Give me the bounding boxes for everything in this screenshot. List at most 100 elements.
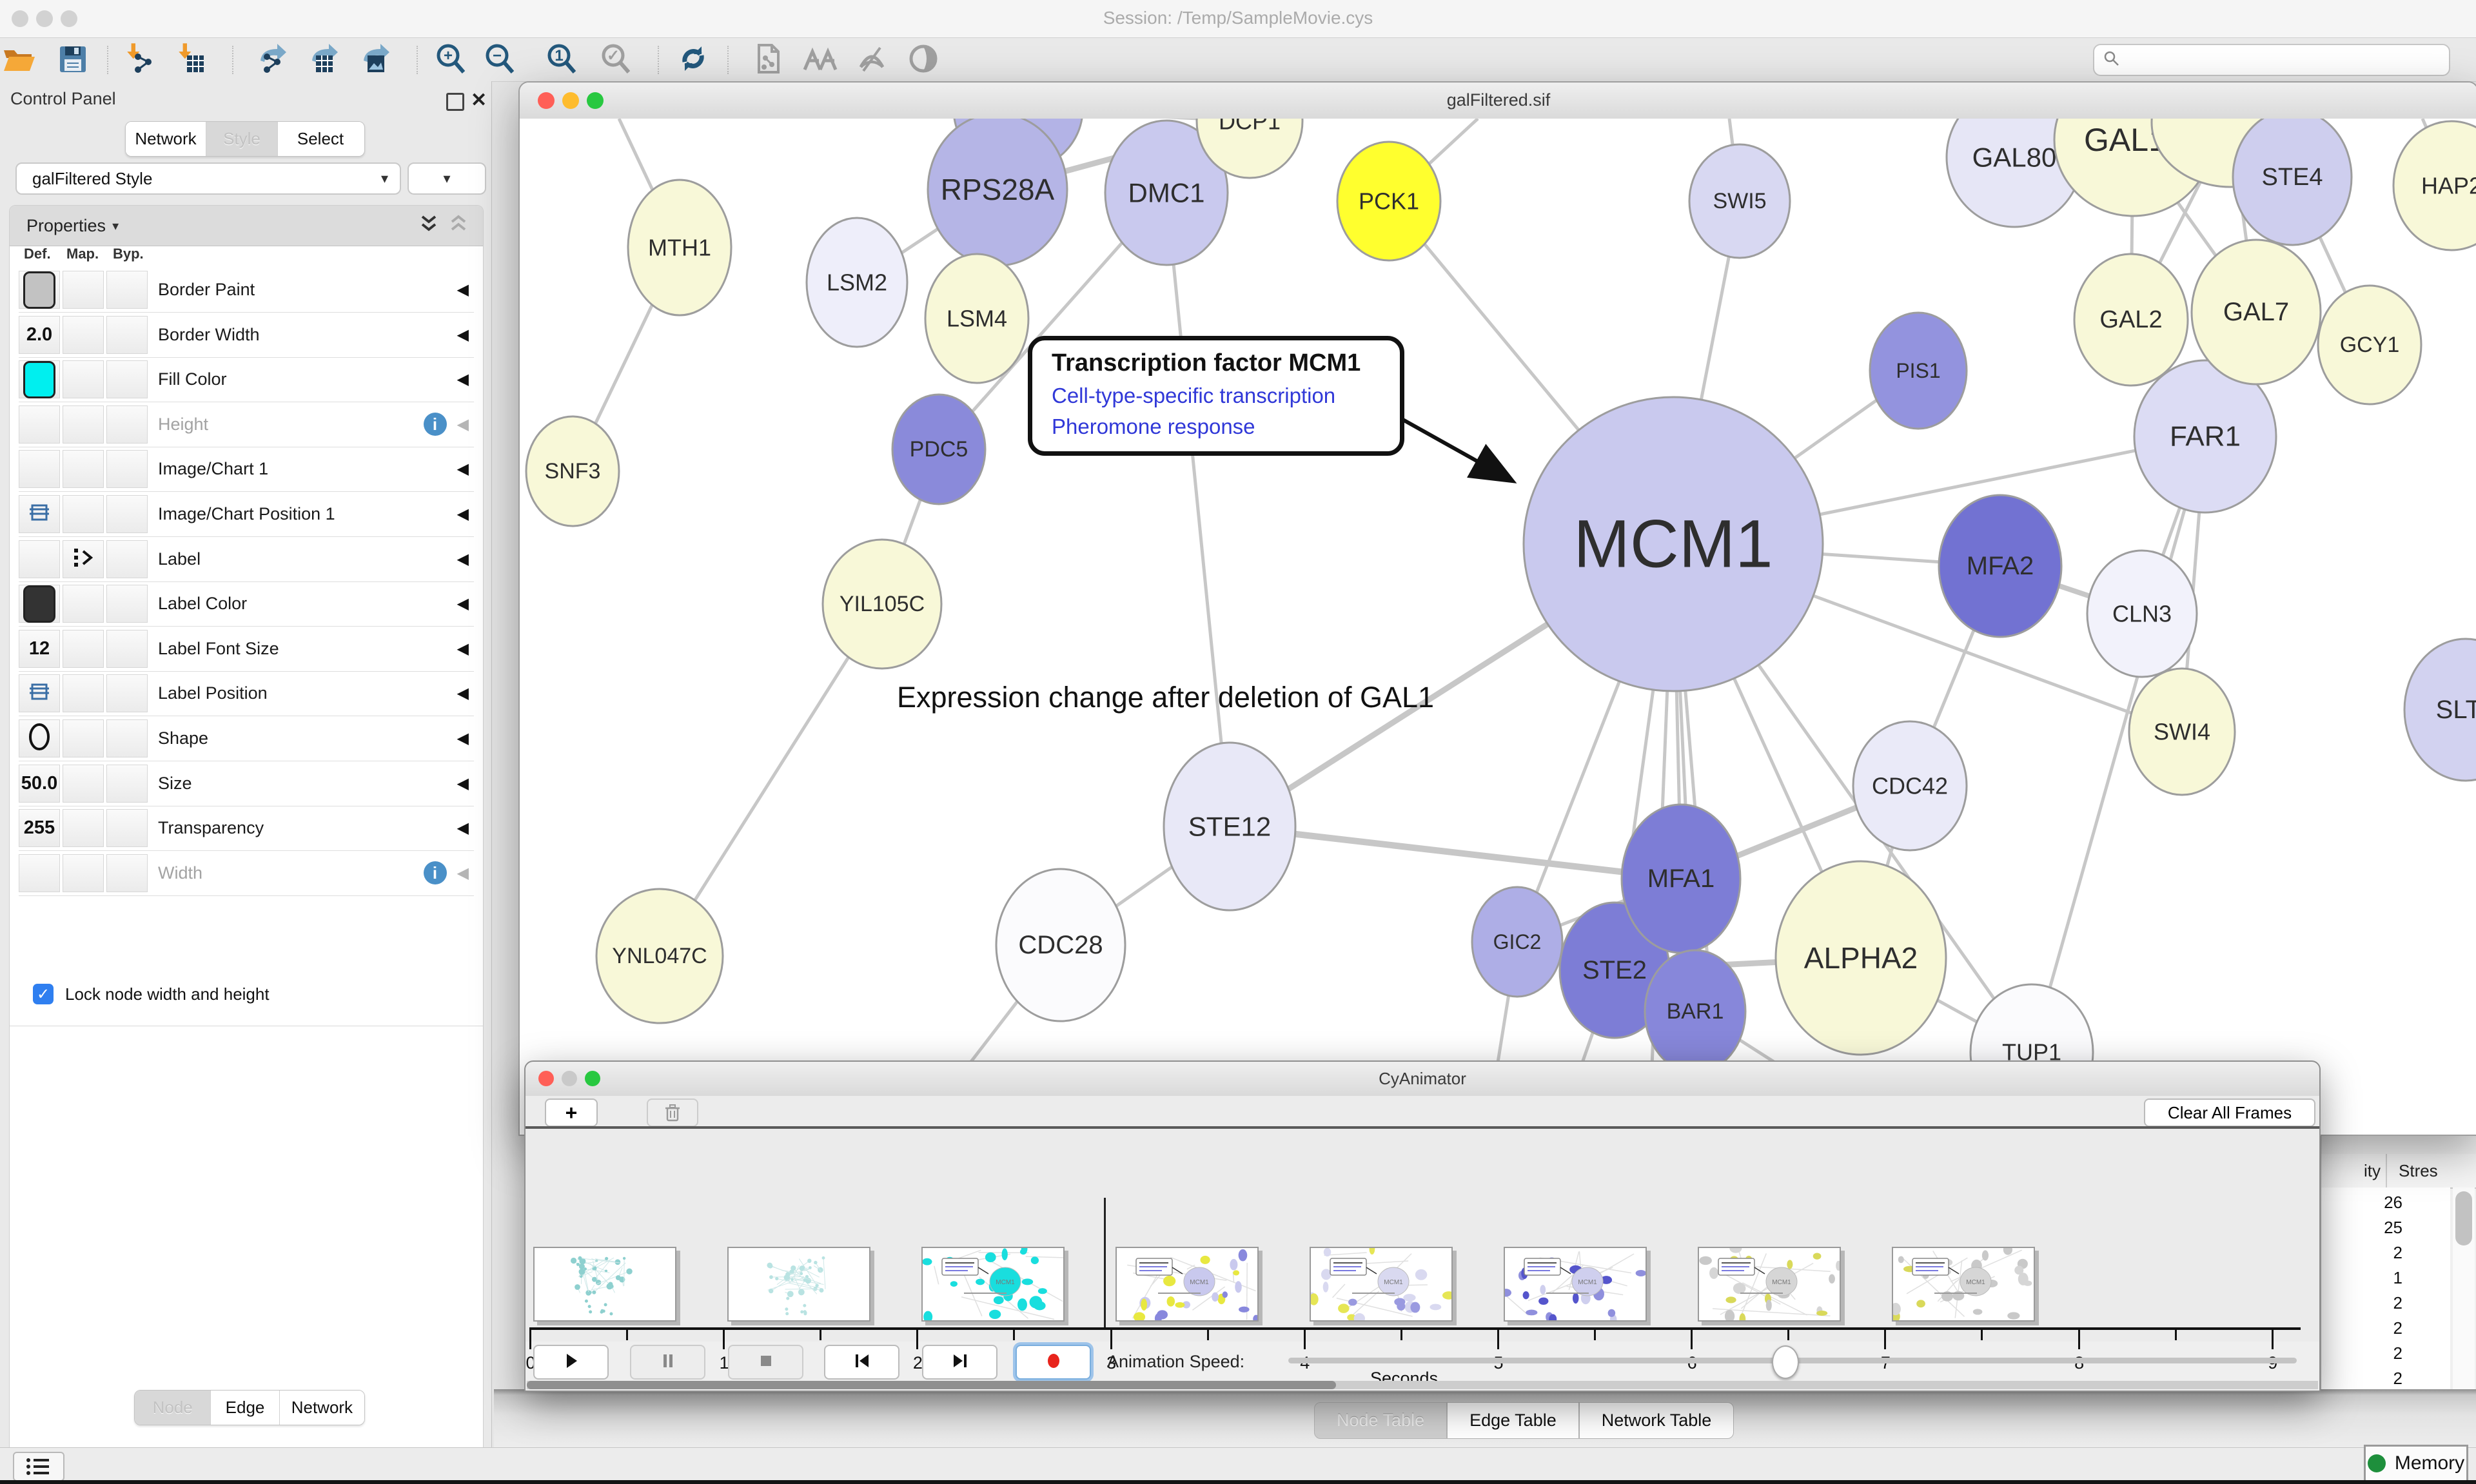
expand-property-icon[interactable]: ◀ — [457, 639, 469, 658]
network-node-ALPHA2[interactable]: ALPHA2 — [1774, 860, 1947, 1056]
property-cell[interactable] — [106, 540, 148, 578]
network-node-SWI4[interactable]: SWI4 — [2128, 667, 2236, 796]
scrollbar-thumb[interactable] — [2455, 1191, 2472, 1245]
network-node-MFA2[interactable]: MFA2 — [1938, 494, 2063, 638]
network-canvas[interactable]: RPS28A DMC1 DCP1 PCK1 MTH1 LSM2 LSM4 SNF3 PDC5 YI… — [520, 119, 2476, 1133]
style-selector[interactable]: galFiltered Style ▾ — [15, 162, 401, 195]
network-node-GAL2[interactable]: GAL2 — [2073, 253, 2189, 387]
network-window-titlebar[interactable]: galFiltered.sif — [520, 83, 2476, 119]
network-node-CDC28[interactable]: CDC28 — [995, 868, 1126, 1022]
import-network-button[interactable] — [120, 43, 161, 77]
network-node-MFA1[interactable]: MFA1 — [1620, 803, 1742, 954]
property-cell[interactable] — [19, 495, 60, 533]
column-stress[interactable]: Stres — [2399, 1160, 2438, 1180]
network-node-PIS1[interactable]: PIS1 — [1869, 311, 1968, 430]
tab-network[interactable]: Network — [126, 122, 206, 156]
network-node-CDC42[interactable]: CDC42 — [1852, 720, 1968, 852]
property-cell[interactable] — [63, 854, 104, 892]
speed-slider-knob[interactable] — [1772, 1345, 1799, 1379]
contrast-button[interactable] — [903, 43, 944, 77]
expand-property-icon[interactable]: ◀ — [457, 819, 469, 837]
expand-property-icon[interactable]: ◀ — [457, 460, 469, 478]
close-traffic-light-icon[interactable] — [12, 10, 28, 27]
zoom-traffic-light-icon[interactable] — [587, 92, 604, 109]
property-cell[interactable] — [106, 629, 148, 668]
expand-property-icon[interactable]: ◀ — [457, 371, 469, 389]
close-panel-icon[interactable]: ✕ — [471, 90, 487, 111]
annotation-link-2[interactable]: Pheromone response — [1052, 415, 1255, 438]
network-node-HAP2[interactable]: HAP2 — [2392, 120, 2476, 251]
search-input[interactable] — [2127, 49, 2449, 71]
table-cell-centrality[interactable]: 2 — [2393, 1293, 2402, 1313]
pause-button[interactable] — [630, 1345, 705, 1380]
property-cell[interactable]: 12 — [19, 629, 60, 668]
property-cell[interactable] — [63, 360, 104, 399]
record-button[interactable] — [1016, 1345, 1091, 1380]
expand-all-icon[interactable] — [416, 213, 442, 239]
lock-size-checkbox[interactable]: ✓ — [33, 984, 54, 1004]
column-centrality[interactable]: ity — [2321, 1154, 2387, 1187]
network-node-RPS28A[interactable]: RPS28A — [927, 119, 1068, 267]
property-cell[interactable] — [19, 674, 60, 713]
property-row[interactable]: 50.0 Size ◀ — [19, 761, 474, 806]
tab-edge[interactable]: Edge — [211, 1391, 280, 1425]
tab-style[interactable]: Style — [206, 122, 278, 156]
table-cell-centrality[interactable]: 1 — [2393, 1268, 2402, 1287]
property-row[interactable]: Label Color ◀ — [19, 581, 474, 627]
property-cell[interactable] — [63, 315, 104, 354]
network-node-GIC2[interactable]: GIC2 — [1471, 886, 1564, 998]
expand-property-icon[interactable]: ◀ — [457, 730, 469, 747]
property-row[interactable]: 2.0 Border Width ◀ — [19, 313, 474, 358]
network-node-LSM4[interactable]: LSM4 — [924, 253, 1030, 384]
animation-frame-3[interactable]: MCM1 — [921, 1243, 1065, 1323]
property-cell[interactable] — [63, 585, 104, 623]
property-cell[interactable] — [106, 315, 148, 354]
expand-property-icon[interactable]: ◀ — [457, 326, 469, 344]
play-button[interactable] — [533, 1345, 609, 1380]
minimize-traffic-light-icon[interactable] — [36, 10, 53, 27]
search-field[interactable] — [2093, 44, 2450, 76]
property-row[interactable]: 255 Transparency ◀ — [19, 806, 474, 852]
property-cell[interactable] — [106, 405, 148, 444]
property-cell[interactable] — [106, 450, 148, 489]
expand-property-icon[interactable]: ◀ — [457, 505, 469, 523]
network-node-STE12[interactable]: STE12 — [1163, 741, 1297, 912]
property-cell[interactable] — [106, 719, 148, 757]
binoculars-button[interactable] — [800, 43, 841, 77]
network-node-SWI5[interactable]: SWI5 — [1688, 143, 1791, 259]
expand-property-icon[interactable]: ◀ — [457, 281, 469, 298]
network-node-PCK1[interactable]: PCK1 — [1336, 141, 1442, 262]
network-node-LSM2[interactable]: LSM2 — [805, 217, 909, 348]
property-cell[interactable] — [19, 450, 60, 489]
float-panel-icon[interactable] — [446, 93, 464, 111]
expand-property-icon[interactable]: ◀ — [457, 864, 469, 882]
skip-end-button[interactable] — [922, 1345, 997, 1380]
animation-frame-6[interactable]: MCM1 — [1500, 1247, 1647, 1325]
property-cell[interactable] — [63, 450, 104, 489]
stop-button[interactable] — [728, 1345, 803, 1380]
info-icon[interactable]: i — [423, 861, 447, 885]
table-cell-centrality[interactable]: 2 — [2393, 1318, 2402, 1338]
network-node-BAR1[interactable]: BAR1 — [1644, 949, 1747, 1074]
expand-property-icon[interactable]: ◀ — [457, 415, 469, 433]
network-node-STE4[interactable]: STE4 — [2232, 119, 2353, 246]
refresh-view-button[interactable] — [673, 43, 714, 77]
property-cell[interactable] — [19, 360, 60, 399]
property-cell[interactable] — [106, 585, 148, 623]
network-node-MTH1[interactable]: MTH1 — [627, 179, 732, 317]
table-cell-centrality[interactable]: 2 — [2393, 1369, 2402, 1388]
network-edge[interactable] — [658, 603, 884, 957]
property-cell[interactable]: 255 — [19, 809, 60, 848]
task-history-button[interactable] — [13, 1452, 64, 1481]
zoom-out-button[interactable]: − — [480, 43, 521, 77]
property-cell[interactable] — [63, 719, 104, 757]
table-cell-centrality[interactable]: 2 — [2393, 1243, 2402, 1262]
import-table-button[interactable] — [172, 43, 213, 77]
network-node-MCM1[interactable]: MCM1 — [1522, 396, 1824, 692]
property-cell[interactable] — [106, 854, 148, 892]
new-network-doc-button[interactable] — [747, 43, 788, 77]
network-node-GCY1[interactable]: GCY1 — [2317, 284, 2422, 405]
tab-node-table[interactable]: Node Table — [1314, 1402, 1448, 1439]
network-node-PDC5[interactable]: PDC5 — [891, 393, 987, 505]
